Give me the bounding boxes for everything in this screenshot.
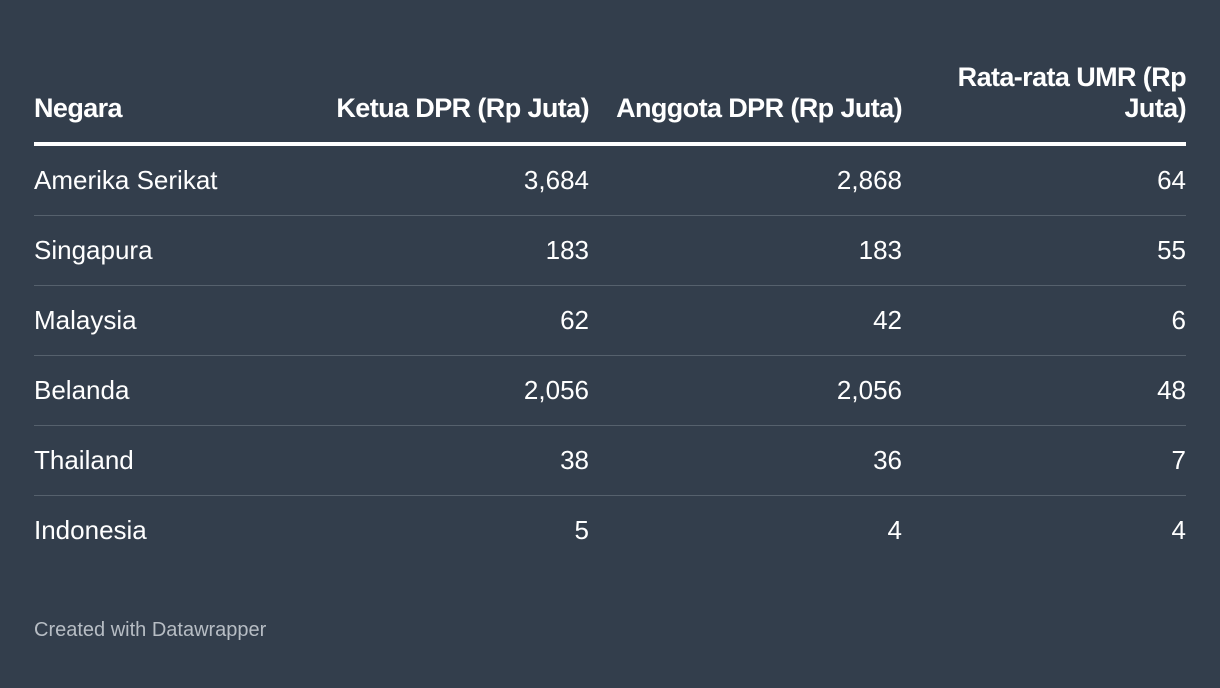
cell-anggota-dpr: 2,056 bbox=[589, 355, 902, 426]
column-header-anggota-dpr[interactable]: Anggota DPR (Rp Juta) bbox=[589, 62, 903, 146]
cell-anggota-dpr: 183 bbox=[589, 215, 902, 286]
table-row: Malaysia 62 42 6 bbox=[34, 285, 1186, 356]
datawrapper-credit-link[interactable]: Created with Datawrapper bbox=[34, 619, 267, 641]
cell-anggota-dpr: 2,868 bbox=[589, 144, 902, 216]
cell-negara: Singapura bbox=[34, 215, 269, 286]
cell-rata-rata-umr: 4 bbox=[1171, 515, 1186, 545]
cell-ketua-dpr: 3,684 bbox=[269, 144, 589, 216]
cell-negara: Malaysia bbox=[34, 285, 269, 356]
table-body: Amerika Serikat 3,684 2,868 64 Singapura… bbox=[34, 144, 1186, 565]
cell-rata-rata-umr: 64 bbox=[902, 144, 1186, 216]
table-row: Indonesia 5 4 4 bbox=[34, 496, 1186, 566]
cell-rata-rata-umr: 7 bbox=[902, 425, 1186, 496]
table-header: Negara Ketua DPR (Rp Juta) Anggota DPR (… bbox=[34, 62, 1187, 146]
data-table: Negara Ketua DPR (Rp Juta) Anggota DPR (… bbox=[34, 62, 1187, 565]
table-row: Thailand 38 36 7 bbox=[34, 425, 1186, 496]
cell-ketua-dpr: 5 bbox=[574, 515, 589, 545]
cell-negara: Thailand bbox=[34, 425, 269, 496]
header-row: Negara Ketua DPR (Rp Juta) Anggota DPR (… bbox=[34, 62, 1187, 146]
cell-negara: Amerika Serikat bbox=[34, 144, 269, 216]
cell-rata-rata-umr: 55 bbox=[902, 215, 1186, 286]
table-row: Amerika Serikat 3,684 2,868 64 bbox=[34, 144, 1186, 216]
cell-ketua-dpr: 2,056 bbox=[269, 355, 589, 426]
column-header-rata-rata-umr[interactable]: Rata-rata UMR (Rp Juta) bbox=[902, 62, 1187, 146]
cell-anggota-dpr: 4 bbox=[887, 515, 902, 545]
table-row: Singapura 183 183 55 bbox=[34, 215, 1186, 286]
cell-rata-rata-umr: 6 bbox=[902, 285, 1186, 356]
table-row: Belanda 2,056 2,056 48 bbox=[34, 355, 1186, 426]
cell-anggota-dpr: 42 bbox=[589, 285, 902, 356]
cell-negara: Indonesia bbox=[34, 515, 147, 545]
cell-ketua-dpr: 38 bbox=[269, 425, 589, 496]
cell-anggota-dpr: 36 bbox=[589, 425, 902, 496]
cell-ketua-dpr: 183 bbox=[269, 215, 589, 286]
column-header-ketua-dpr[interactable]: Ketua DPR (Rp Juta) bbox=[269, 62, 590, 146]
column-header-negara[interactable]: Negara bbox=[34, 62, 269, 146]
cell-negara: Belanda bbox=[34, 355, 269, 426]
cell-rata-rata-umr: 48 bbox=[902, 355, 1186, 426]
cell-ketua-dpr: 62 bbox=[269, 285, 589, 356]
data-table-container: Negara Ketua DPR (Rp Juta) Anggota DPR (… bbox=[34, 62, 1187, 565]
